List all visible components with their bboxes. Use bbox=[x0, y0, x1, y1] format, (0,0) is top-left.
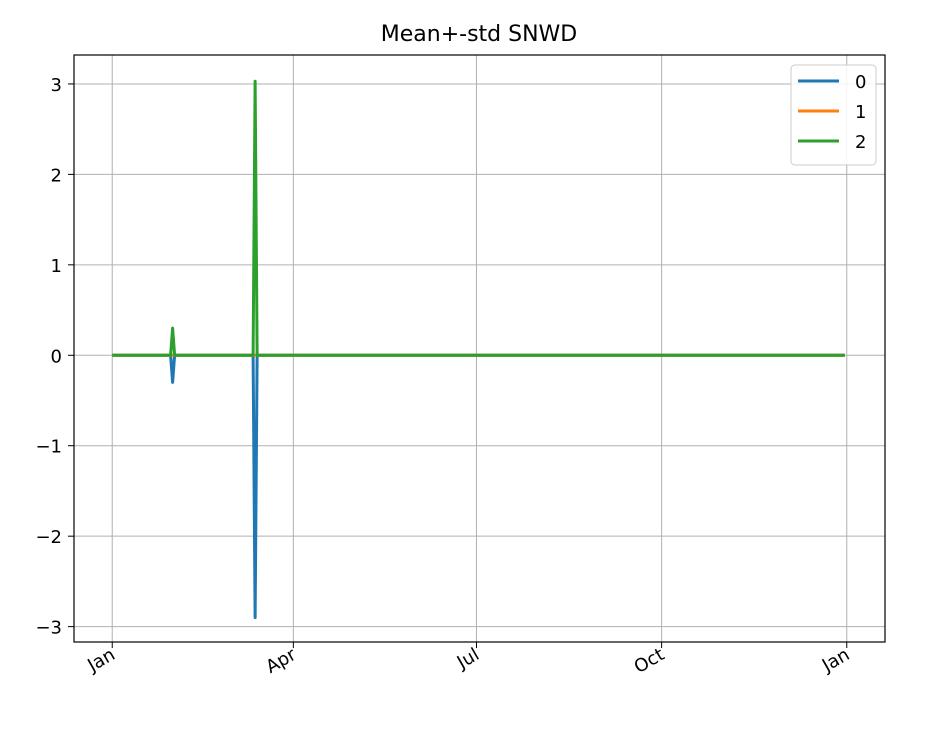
x-tick-label: Jan bbox=[818, 644, 853, 677]
legend-label: 0 bbox=[855, 72, 866, 93]
y-tick-label: −3 bbox=[35, 618, 62, 639]
series-line-0 bbox=[112, 353, 845, 620]
x-tick-label: Oct bbox=[631, 644, 668, 678]
x-tick-label: Jan bbox=[83, 644, 118, 677]
y-tick-label: 1 bbox=[51, 256, 62, 277]
legend-label: 2 bbox=[855, 132, 866, 153]
axes: −3 −2 −1 0 1 2 3 Jan Apr Jul Oct Jan bbox=[35, 75, 853, 678]
x-tick-label: Apr bbox=[262, 644, 300, 678]
chart-title: Mean+-std SNWD bbox=[381, 22, 577, 47]
legend-label: 1 bbox=[855, 102, 866, 123]
plot-frame bbox=[73, 54, 886, 643]
grid bbox=[74, 55, 885, 642]
plot-area bbox=[112, 79, 845, 620]
x-tick-label: Jul bbox=[453, 644, 483, 674]
y-tick-label: −2 bbox=[35, 527, 62, 548]
y-tick-label: 0 bbox=[51, 346, 62, 367]
y-tick-label: 2 bbox=[51, 165, 62, 186]
y-tick-label: −1 bbox=[35, 437, 62, 458]
legend: 0 1 2 bbox=[790, 64, 877, 166]
series-line-2 bbox=[112, 79, 845, 357]
y-tick-label: 3 bbox=[51, 75, 62, 96]
